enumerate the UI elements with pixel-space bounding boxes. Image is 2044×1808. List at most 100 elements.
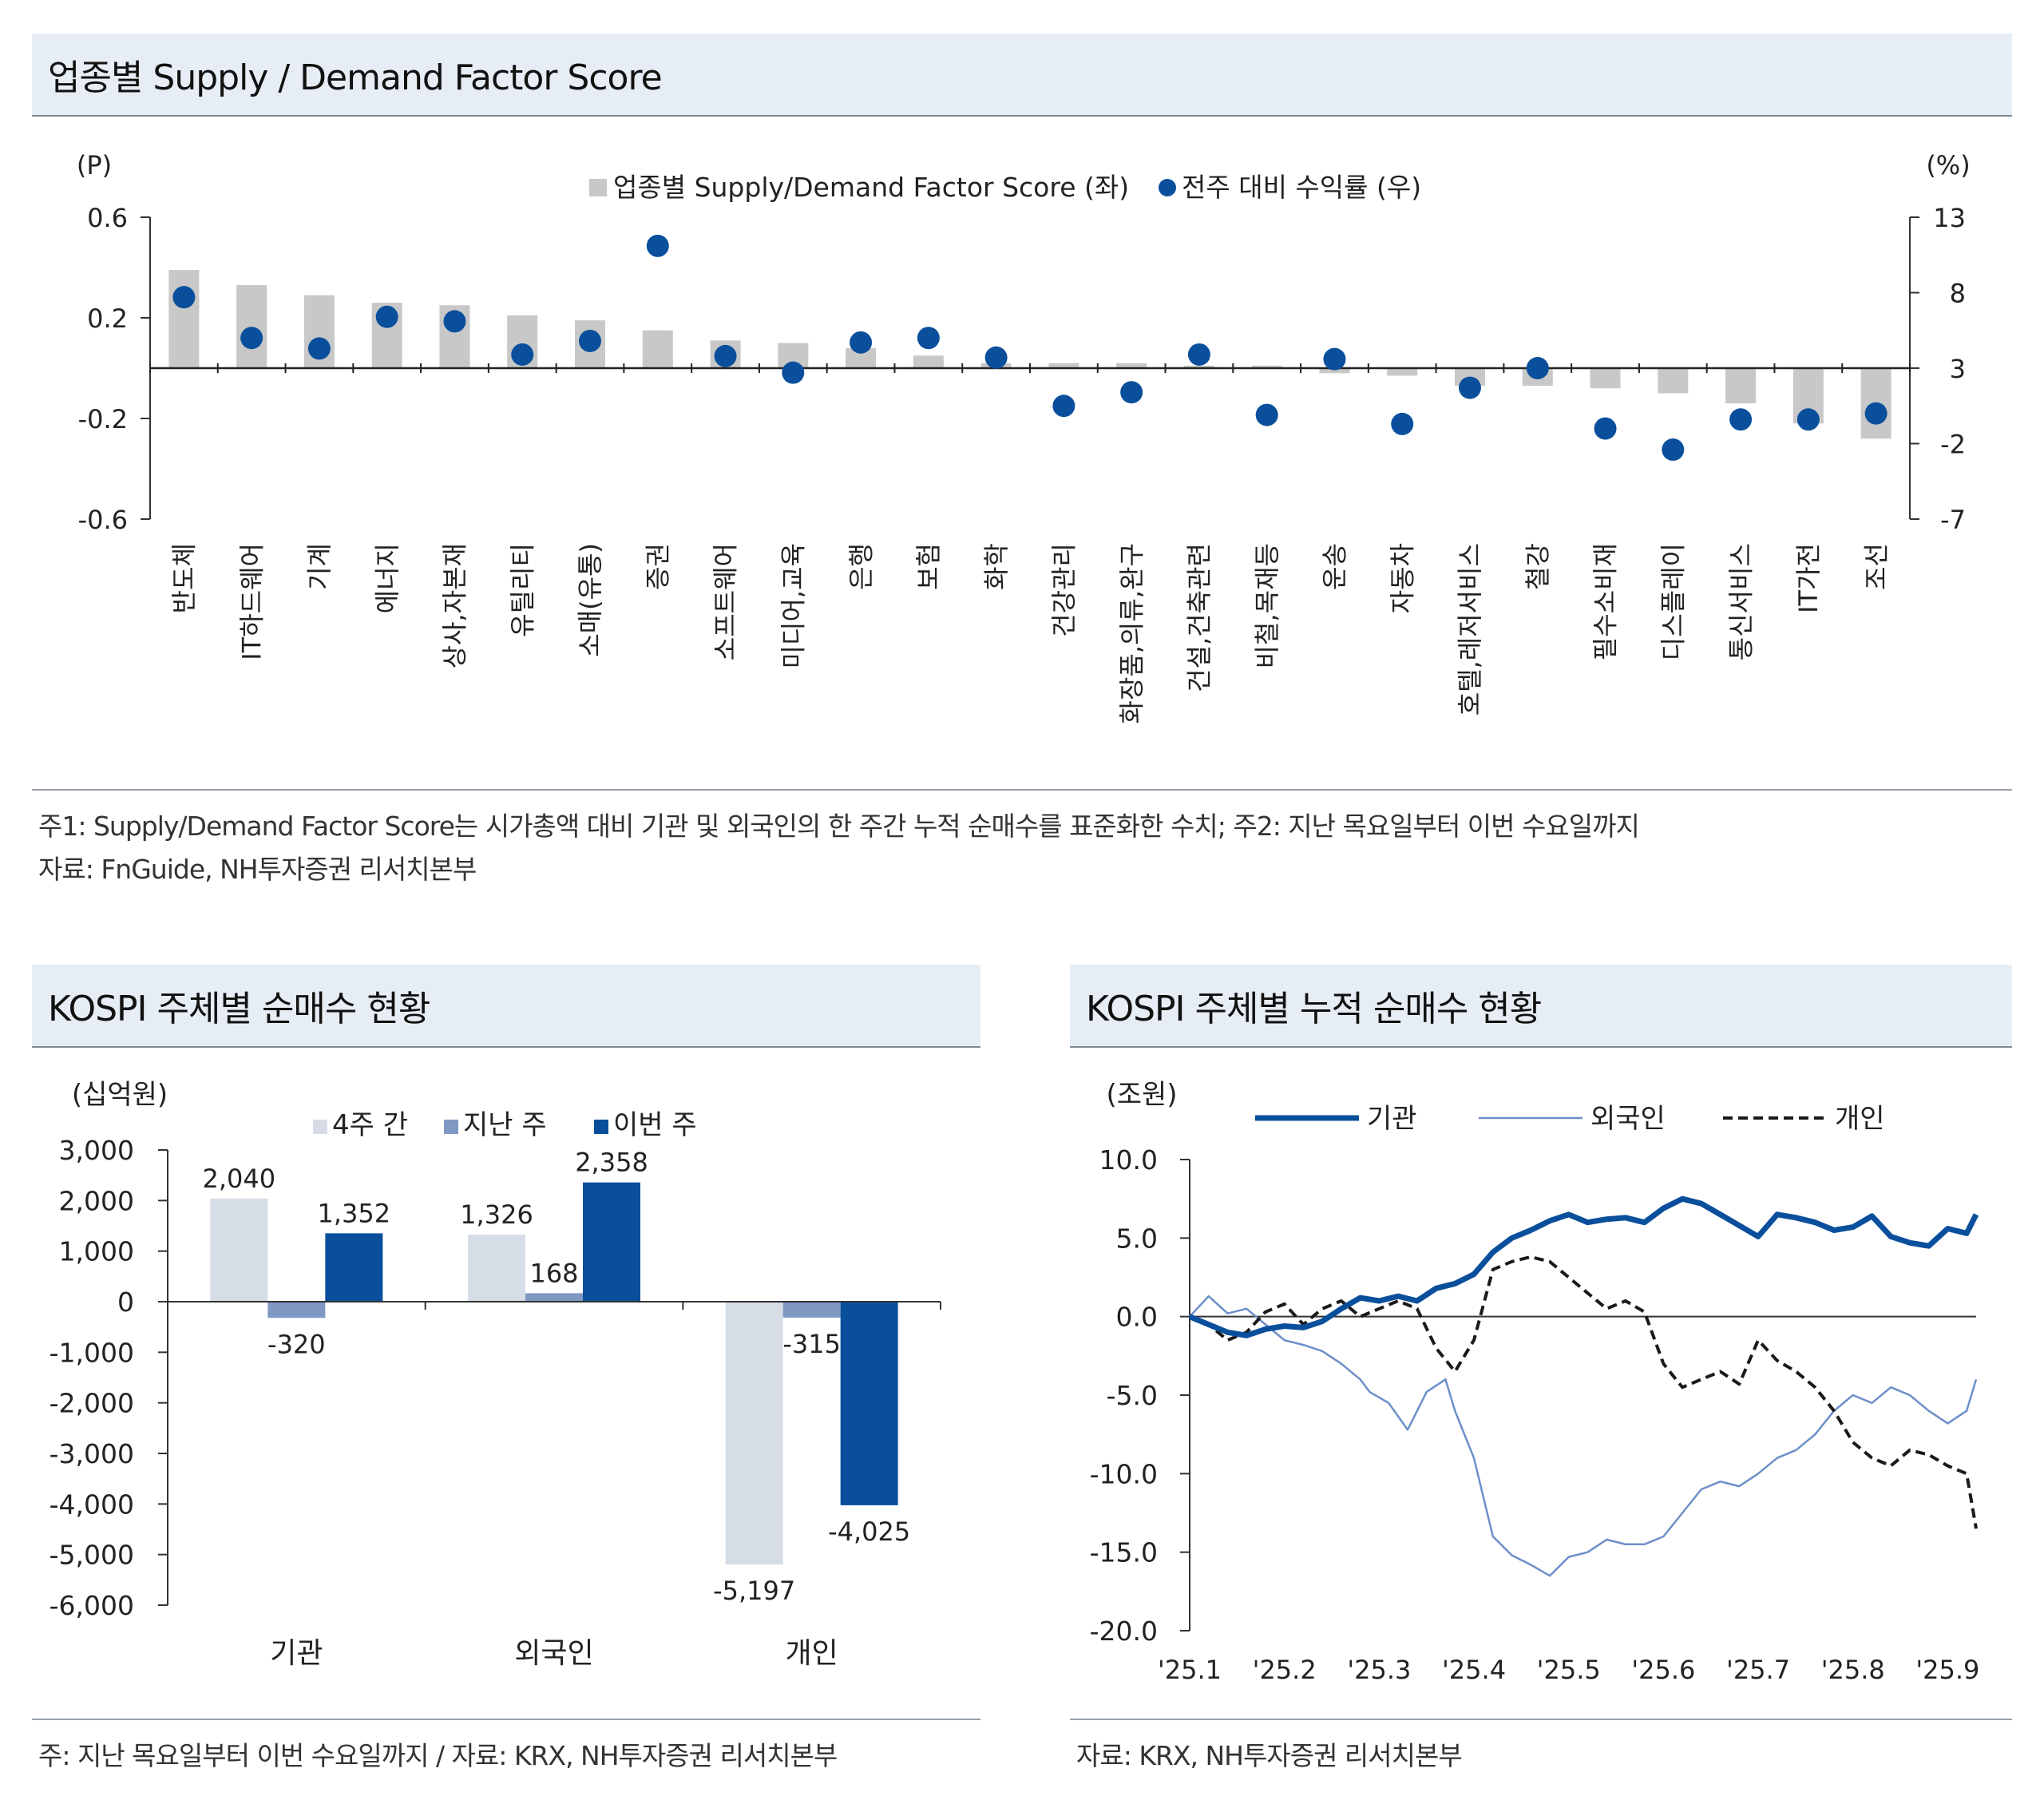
return-dot [917,327,940,350]
category-label: 기계 [304,543,335,590]
category-label: 은행 [846,543,876,590]
category-label: 철강 [1523,543,1553,590]
score-bar [1048,363,1079,368]
sector-score-chart: 0.6 0.2 -0.2 -0.6 13 8 3 -2 -7 (P) (%) 업종별 Supply/D… [77,150,1971,724]
return-dot [579,329,601,352]
right-tick-label: -7 [1940,505,1966,535]
category-label: 증권 [643,543,673,590]
right-axis-unit: (%) [1926,150,1970,180]
legend-label: 외국인 [1590,1103,1666,1135]
return-dot [1120,381,1143,404]
return-dot [1662,438,1685,462]
category-label: 운송 [1320,543,1350,590]
return-dot [782,361,805,384]
category-label: 외국인 [514,1637,593,1670]
category-label: 디스플레이 [1658,543,1689,660]
cumulative-chart-header: KOSPI 주체별 누적 순매수 현황 [1070,965,2012,1048]
x-tick-label: '25.3 [1347,1655,1411,1685]
right-tick-label: 3 [1950,354,1966,384]
return-dot [511,343,534,366]
y-tick-label: -10.0 [1090,1458,1158,1489]
y-tick-label: -20.0 [1090,1616,1158,1647]
category-label: 건강관리 [1049,543,1079,637]
y-tick-label: -15.0 [1090,1537,1158,1568]
netbuy-chart-title: KOSPI 주체별 순매수 현황 [48,989,430,1029]
netbuy-bar [725,1302,783,1565]
data-label: 2,358 [575,1148,648,1178]
series-line-thin [1189,1295,1978,1577]
legend-dot-label: 전주 대비 수익률 (우) [1182,172,1421,203]
left-tick-label: 0.2 [87,303,128,334]
return-dot [714,344,737,367]
right-tick-label: 13 [1933,203,1966,233]
cumulative-note-divider [1070,1719,2012,1720]
y-tick-label: 0.0 [1116,1302,1158,1333]
x-tick-label: '25.6 [1631,1655,1695,1685]
netbuy-bar [782,1302,841,1318]
return-dot [1052,395,1075,418]
data-label: -315 [782,1329,841,1359]
netbuy-bar [325,1233,383,1302]
category-label: 유틸리티 [507,543,537,637]
category-label: 상사,자본재 [440,543,470,668]
right-tick-label: 8 [1950,279,1966,309]
return-dot [646,234,669,257]
legend-bar-swatch [589,179,607,196]
legend-label: 이번 주 [613,1109,697,1141]
category-label: 호텔,레저서비스 [1455,543,1485,716]
score-bar [1387,368,1418,376]
return-dot [1594,417,1617,440]
left-tick-label: -0.6 [78,505,128,535]
return-dot [850,331,873,354]
return-dot [375,305,398,328]
category-label: 조선 [1861,543,1891,590]
netbuy-bar [210,1198,268,1302]
y-tick-label: -5,000 [50,1540,134,1571]
y-tick-label: 5.0 [1116,1223,1158,1254]
top-chart-header: 업종별 Supply / Demand Factor Score [32,34,2012,117]
cumulative-chart-note: 자료: KRX, NH투자증권 리서치본부 [1076,1740,1463,1771]
return-dot [307,337,331,360]
score-bar [1319,368,1350,374]
netbuy-bar [267,1302,326,1318]
legend-label: 4주 간 [332,1109,408,1141]
netbuy-bar [583,1182,640,1302]
series-line-dashed [1189,1255,1978,1529]
return-dot [984,346,1008,369]
return-dot [240,327,263,350]
y-tick-label: 0 [117,1287,134,1318]
score-bar [236,285,267,368]
score-bar [913,355,944,368]
y-tick-label: 2,000 [59,1185,134,1216]
top-note-divider [32,789,2012,791]
left-tick-label: -0.2 [78,404,128,434]
y-axis-unit: (십억원) [72,1079,168,1111]
score-bar [1183,365,1214,368]
category-label: 반도체 [169,543,200,613]
score-bar [1658,368,1689,394]
legend-label: 지난 주 [463,1109,547,1141]
score-bar [1251,365,1282,368]
y-tick-label: 3,000 [59,1135,134,1166]
y-tick-label: -3,000 [50,1438,134,1469]
left-tick-label: 0.6 [87,203,128,233]
score-bar [642,330,673,368]
return-dot [1796,408,1820,431]
category-label: IT하드웨어 [236,543,267,660]
netbuy-chart: 3,000 2,000 1,000 0 -1,000 -2,000 -3,000 -4,000… [50,1079,941,1670]
category-label: 소매(유통) [575,543,605,657]
return-dot [1391,412,1414,435]
netbuy-bar [468,1235,525,1302]
cumulative-netbuy-chart: 10.0 5.0 0.0 -5.0 -10.0 -15.0 -20.0 (조원) '25.1 '2… [1090,1079,1980,1685]
netbuy-note-divider [32,1719,980,1720]
return-dot [1729,408,1753,431]
legend-bar-label: 업종별 Supply/Demand Factor Score (좌) [613,172,1129,203]
data-label: -320 [267,1329,326,1359]
right-tick-label: -2 [1940,430,1966,460]
data-label: -4,025 [828,1517,910,1547]
return-dot [1255,403,1278,426]
category-label: 건설,건축관련 [1184,543,1214,692]
category-label: 필수소비재 [1590,543,1621,660]
top-chart-note-2: 자료: FnGuide, NH투자증권 리서치본부 [38,854,477,885]
y-tick-label: -2,000 [50,1388,134,1419]
